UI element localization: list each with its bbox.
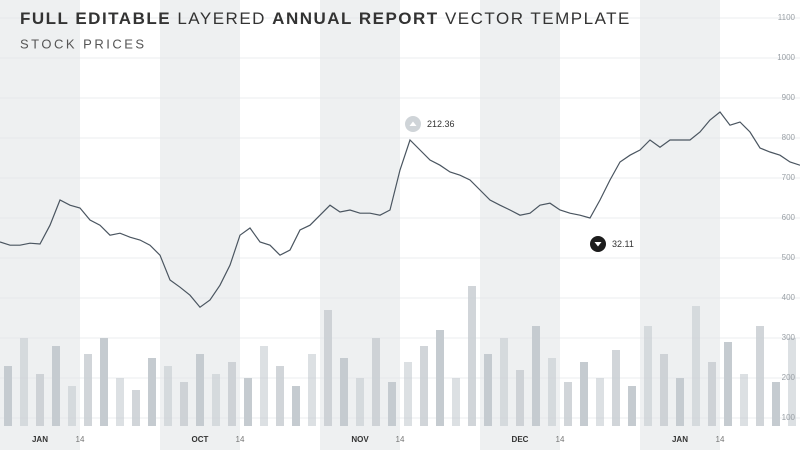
volume-bar [20,338,28,426]
x-month-label: DEC [512,435,529,444]
price-line [0,111,800,309]
grid [0,17,800,419]
y-tick-label: 100 [782,413,796,422]
volume-bar [100,338,108,426]
volume-bar [84,354,92,426]
volume-bar [452,378,460,426]
y-tick-label: 900 [782,93,796,102]
volume-bar [612,350,620,426]
volume-bars [4,286,796,426]
volume-bar [68,386,76,426]
volume-bar [244,378,252,426]
volume-bar [516,370,524,426]
volume-bar [420,346,428,426]
volume-bar [708,362,716,426]
y-tick-label: 600 [782,213,796,222]
volume-bar [644,326,652,426]
volume-bar [564,382,572,426]
volume-bar [228,362,236,426]
y-tick-label: 800 [782,133,796,142]
volume-bar [772,382,780,426]
x-month-label: JAN [672,435,688,444]
y-tick-label: 200 [782,373,796,382]
x-month-label: JAN [32,435,48,444]
volume-bar [292,386,300,426]
background-bands [0,0,720,450]
volume-bar [580,362,588,426]
y-axis: 100 200 300 400 500 600 700 800 900 1000 1100 [777,13,795,422]
volume-bar [500,338,508,426]
volume-bar [740,374,748,426]
volume-bar [212,374,220,426]
volume-bar [468,286,476,426]
volume-bar [180,382,188,426]
volume-bar [756,326,764,426]
annotation-arrow [594,242,602,247]
annotation-text: 32.11 [612,239,634,249]
volume-bar [260,346,268,426]
volume-bar [548,358,556,426]
volume-bar [324,310,332,426]
volume-bar [340,358,348,426]
chart-title: FULL EDITABLE LAYERED ANNUAL REPORT VECT… [20,9,631,28]
volume-bar [36,374,44,426]
volume-bar [116,378,124,426]
x-year-label: 14 [76,435,85,444]
chart-subtitle: STOCK PRICES [20,36,147,51]
x-axis: JAN 14 OCT 14 NOV 14 DEC 14 JAN 14 [32,435,725,444]
volume-bar [484,354,492,426]
volume-bar [372,338,380,426]
volume-bar [628,386,636,426]
price-line [0,111,800,309]
volume-bar [388,382,396,426]
y-tick-label: 500 [782,253,796,262]
y-tick-label: 700 [782,173,796,182]
volume-bar [676,378,684,426]
volume-bar [132,390,140,426]
title-light: LAYERED [177,9,266,28]
volume-bar [308,354,316,426]
volume-bar [164,366,172,426]
annotation-arrow [409,121,417,126]
volume-bar [660,354,668,426]
annotation-text: 212.36 [427,119,455,129]
volume-bar [4,366,12,426]
volume-bar [724,342,732,426]
x-year-label: 14 [236,435,245,444]
volume-bar [788,338,796,426]
x-year-label: 14 [716,435,725,444]
title-light: VECTOR TEMPLATE [445,9,631,28]
volume-bar [436,330,444,426]
volume-bar [196,354,204,426]
title-bold: FULL EDITABLE [20,9,171,28]
x-month-label: NOV [351,435,369,444]
title-bold: ANNUAL REPORT [272,9,439,28]
volume-bar [52,346,60,426]
y-tick-label: 300 [782,333,796,342]
x-month-label: OCT [192,435,209,444]
annotation: 212.36 [405,116,455,132]
volume-bar [148,358,156,426]
y-tick-label: 400 [782,293,796,302]
volume-bar [692,306,700,426]
volume-bar [356,378,364,426]
x-year-label: 14 [556,435,565,444]
volume-bar [532,326,540,426]
volume-bar [596,378,604,426]
annotation: 32.11 [590,236,634,252]
y-tick-label: 1100 [778,13,796,22]
y-tick-label: 1000 [777,53,795,62]
volume-bar [404,362,412,426]
x-year-label: 14 [396,435,405,444]
volume-bar [276,366,284,426]
